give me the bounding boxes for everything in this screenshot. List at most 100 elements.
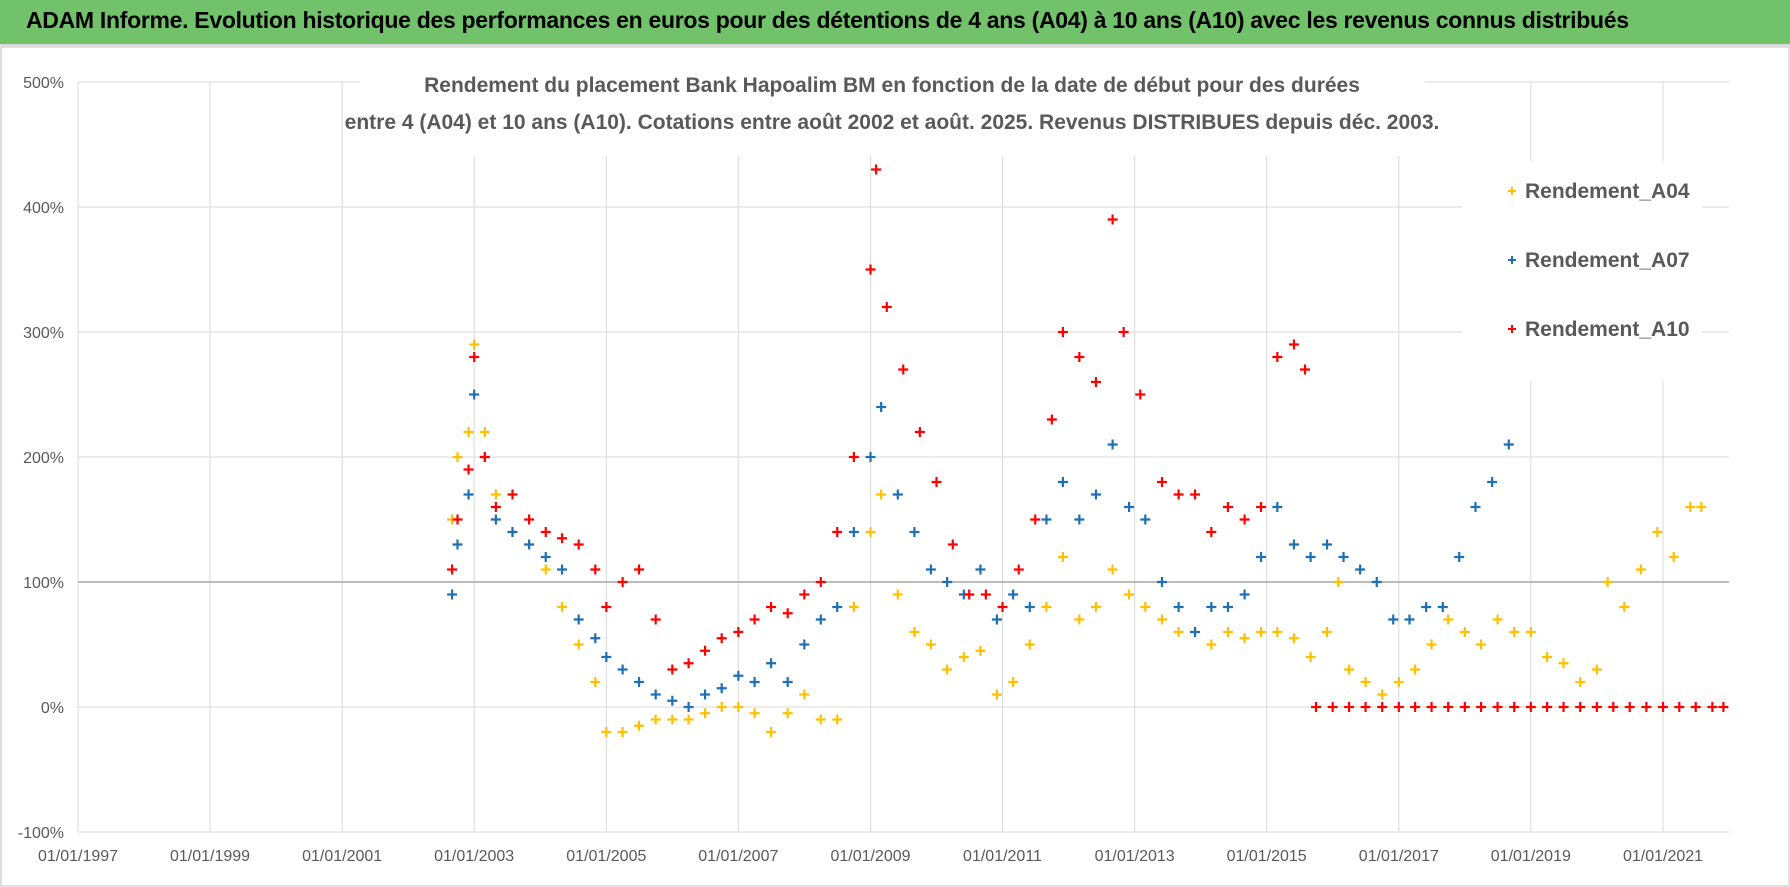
data-point: [782, 677, 793, 687]
data-point: [1333, 577, 1344, 587]
data-point: [601, 727, 612, 737]
data-point: [1156, 614, 1167, 625]
data-point: [1239, 633, 1250, 644]
data-point: [1388, 614, 1399, 625]
title-background: [360, 66, 1425, 156]
data-point: [876, 402, 887, 412]
data-point: [1008, 677, 1019, 687]
data-point: [634, 720, 645, 731]
series: [447, 164, 1729, 712]
data-point: [1542, 652, 1553, 662]
data-point: [469, 339, 480, 350]
data-point: [1322, 539, 1333, 550]
data-point: [1288, 339, 1299, 350]
data-point: [617, 664, 628, 675]
data-point: [1272, 627, 1283, 637]
data-point: [881, 302, 892, 312]
data-point: [1487, 477, 1498, 487]
data-point: [1057, 327, 1068, 337]
data-point: [1272, 352, 1283, 362]
data-point: [507, 527, 518, 537]
data-point: [601, 602, 612, 612]
x-tick-label: 01/01/2019: [1491, 848, 1571, 865]
data-point: [865, 452, 876, 462]
y-tick-label: 500%: [23, 75, 64, 92]
data-point: [650, 614, 661, 625]
data-point: [898, 364, 909, 375]
series: [447, 339, 1707, 737]
legend-marker: [1508, 256, 1516, 264]
data-point: [782, 708, 793, 719]
data-point: [848, 527, 859, 537]
data-point: [832, 527, 843, 537]
data-point: [1668, 552, 1679, 562]
data-point: [942, 664, 953, 675]
data-point: [490, 489, 501, 500]
data-point: [1256, 627, 1267, 637]
data-point: [463, 427, 474, 437]
data-point: [479, 452, 490, 462]
data-point: [1344, 702, 1355, 712]
data-point: [766, 727, 777, 737]
data-point: [909, 527, 920, 537]
data-point: [1008, 589, 1019, 600]
data-point: [1393, 702, 1404, 712]
data-point: [716, 683, 727, 694]
data-point: [590, 633, 601, 644]
data-point: [700, 708, 711, 719]
data-point: [1074, 614, 1085, 625]
data-point: [964, 589, 975, 600]
data-point: [1299, 364, 1310, 375]
data-point: [1107, 564, 1118, 575]
data-point: [1602, 577, 1613, 587]
data-point: [958, 652, 969, 662]
x-tick-label: 01/01/2011: [963, 848, 1042, 865]
data-point: [634, 564, 645, 575]
data-point: [1024, 639, 1035, 650]
data-point: [1222, 502, 1233, 512]
data-point: [1222, 627, 1233, 637]
data-point: [1024, 602, 1035, 612]
data-point: [1476, 639, 1487, 650]
data-point: [1140, 514, 1151, 525]
data-point: [1426, 702, 1437, 712]
data-point: [1608, 702, 1619, 712]
data-point: [749, 614, 760, 625]
data-point: [1591, 664, 1602, 675]
data-point: [1057, 477, 1068, 487]
x-tick-label: 01/01/2015: [1227, 848, 1307, 865]
data-point: [1404, 614, 1415, 625]
data-point: [1459, 702, 1470, 712]
data-point: [766, 602, 777, 612]
data-point: [1459, 627, 1470, 637]
y-tick-label: -100%: [18, 825, 64, 842]
data-point: [1421, 602, 1432, 612]
data-point: [1410, 664, 1421, 675]
data-point: [590, 564, 601, 575]
data-point: [1355, 564, 1366, 575]
data-point: [1525, 702, 1536, 712]
data-point: [1652, 527, 1663, 537]
x-tick-label: 01/01/2007: [698, 848, 778, 865]
data-point: [1124, 589, 1135, 600]
data-point: [925, 564, 936, 575]
data-point: [1327, 702, 1338, 712]
x-tick-label: 01/01/2003: [434, 848, 514, 865]
data-point: [1090, 377, 1101, 387]
data-point: [1173, 489, 1184, 500]
data-point: [1206, 602, 1217, 612]
data-point: [1410, 702, 1421, 712]
data-point: [799, 689, 810, 700]
header-bar: ADAM Informe. Evolution historique des p…: [0, 0, 1790, 46]
data-point: [469, 389, 480, 400]
data-point: [1454, 552, 1465, 562]
data-point: [914, 427, 925, 437]
data-point: [871, 164, 882, 175]
data-point: [1718, 702, 1729, 712]
data-point: [524, 539, 535, 550]
chart: 01/01/1997 01/01/1999 01/01/2001 01/01/2003…: [0, 46, 1790, 887]
data-point: [1041, 514, 1052, 525]
data-point: [1443, 702, 1454, 712]
x-tick-label: 01/01/2001: [302, 848, 382, 865]
data-point: [815, 614, 826, 625]
